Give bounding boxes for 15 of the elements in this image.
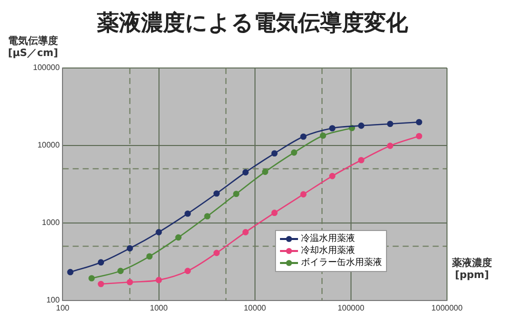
y-tick-label: 100: [46, 296, 60, 305]
legend-label: 冷却水用薬液: [301, 245, 355, 258]
x-tick-label: 1000000: [431, 303, 464, 312]
x-tick-label: 100: [56, 303, 70, 312]
y-tick-label: 100000: [32, 63, 60, 72]
legend-label: ボイラー缶水用薬液: [301, 257, 382, 270]
y-axis-title: 電気伝導度 [μS／cm]: [8, 36, 58, 60]
y-tick-label: 1000: [42, 218, 60, 228]
x-tick-label: 100000: [338, 303, 365, 312]
x-tick-label: 10000: [244, 303, 267, 312]
legend-label: 冷温水用薬液: [301, 233, 355, 246]
y-tick-label: 10000: [37, 140, 60, 150]
chart-title: 薬液濃度による電気伝導度変化: [97, 11, 408, 36]
x-tick-label: 1000: [150, 303, 168, 312]
x-axis-title: 薬液濃度 [ppm]: [452, 258, 492, 282]
